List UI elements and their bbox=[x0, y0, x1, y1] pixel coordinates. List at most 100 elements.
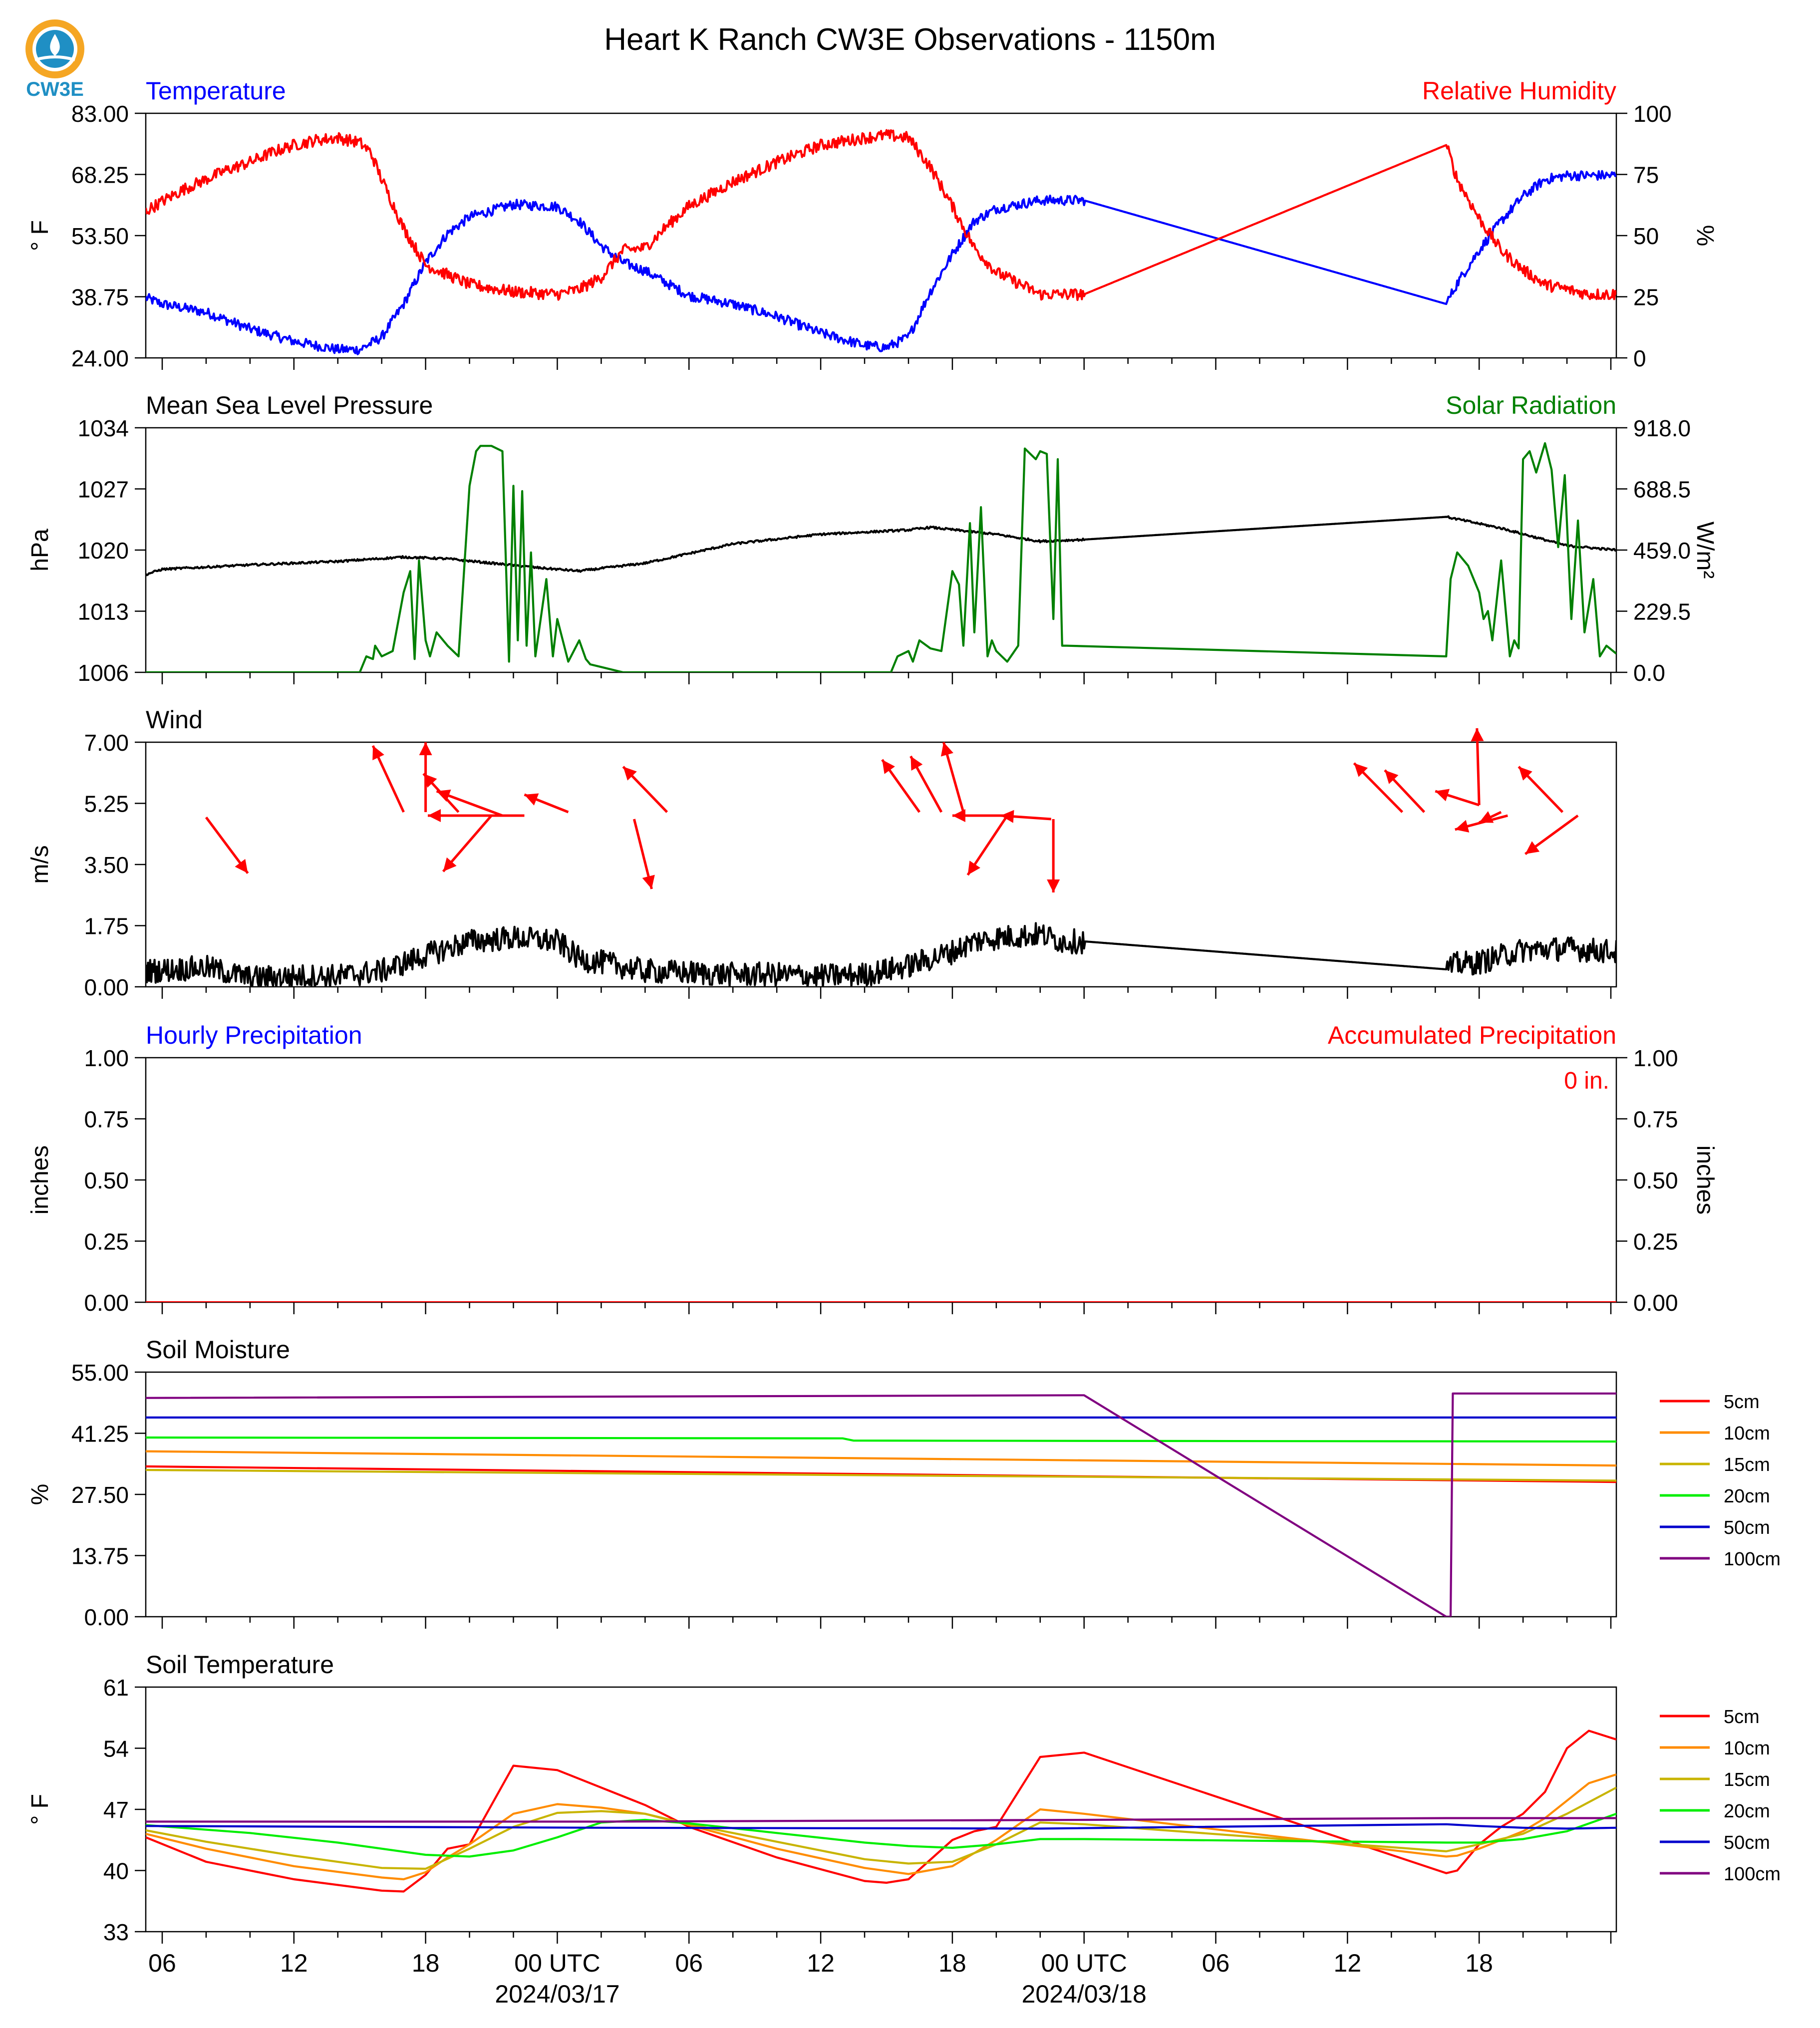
y-tick-label: 33 bbox=[103, 1919, 129, 1945]
y-tick-label: 5.25 bbox=[84, 791, 129, 817]
panel-title-right: Relative Humidity bbox=[1422, 77, 1616, 105]
y-right-tick-label: 0.50 bbox=[1633, 1167, 1678, 1193]
wind-vector-head bbox=[952, 809, 965, 822]
y-tick-label: 1.75 bbox=[84, 913, 129, 939]
y-tick-label: 13.75 bbox=[71, 1543, 129, 1569]
wind-vector-head bbox=[423, 774, 437, 788]
series-mean-sea-level-pressure bbox=[146, 515, 1616, 577]
panel-title-left: Temperature bbox=[146, 77, 286, 105]
x-tick-label: 00 UTC bbox=[1041, 1949, 1127, 1977]
legend-label: 5cm bbox=[1724, 1707, 1760, 1728]
y-right-tick-label: 25 bbox=[1633, 285, 1659, 310]
wave-icon bbox=[34, 55, 75, 61]
y-right-tick-label: 75 bbox=[1633, 162, 1659, 188]
wind-vector-head bbox=[1354, 763, 1368, 777]
series-relative-humidity bbox=[146, 129, 1616, 301]
x-tick-label: 00 UTC bbox=[514, 1949, 600, 1977]
legend-label: 10cm bbox=[1724, 1423, 1770, 1444]
wind-vector-head bbox=[1435, 789, 1450, 802]
panel-title-left: Soil Temperature bbox=[146, 1651, 334, 1679]
y-tick-label: 1006 bbox=[78, 660, 129, 686]
y-tick-label: 0.25 bbox=[84, 1229, 129, 1255]
legend-label: 10cm bbox=[1724, 1738, 1770, 1759]
legend-label: 50cm bbox=[1724, 1517, 1770, 1538]
wind-vector-head bbox=[419, 742, 432, 755]
wind-vector-head bbox=[1518, 767, 1532, 781]
y-right-tick-label: 0.00 bbox=[1633, 1290, 1678, 1316]
y-right-tick-label: 100 bbox=[1633, 101, 1672, 127]
series-group bbox=[146, 1392, 1616, 1617]
wind-vector-head bbox=[428, 809, 441, 822]
panel-wind: 0.00 1.75 3.50 5.25 7.00 m/s Wind bbox=[27, 706, 1617, 1000]
panel-temp-rh: 24.00 38.75 53.50 68.25 83.00 0 25 50 75 100 ° F % T… bbox=[27, 77, 1718, 371]
y-tick-label: 0.00 bbox=[84, 974, 129, 1000]
y-tick-label: 1020 bbox=[78, 538, 129, 564]
wind-vector-head bbox=[1471, 728, 1484, 742]
panel-title-right: Solar Radiation bbox=[1446, 391, 1616, 419]
panel-title-left: Mean Sea Level Pressure bbox=[146, 391, 433, 419]
y-right-tick-label: 0.25 bbox=[1633, 1229, 1678, 1255]
series-temperature bbox=[146, 170, 1616, 355]
y-tick-label: 38.75 bbox=[71, 285, 129, 310]
y-tick-label: 54 bbox=[103, 1736, 129, 1762]
y-tick-label: 40 bbox=[103, 1858, 129, 1884]
y-right-tick-label: 459.0 bbox=[1633, 538, 1691, 564]
panel-soil-moist: 0.00 13.75 27.50 41.25 55.00% Soil Moisture 5c… bbox=[27, 1336, 1781, 1630]
y-axis-label: % bbox=[27, 1484, 53, 1505]
y-tick-label: 0.00 bbox=[84, 1290, 129, 1316]
series-10cm bbox=[146, 1450, 1616, 1467]
y-right-tick-label: 918.0 bbox=[1633, 415, 1691, 441]
legend-label: 50cm bbox=[1724, 1832, 1770, 1853]
x-date-label: 2024/03/18 bbox=[1022, 1980, 1147, 2008]
x-tick-label: 12 bbox=[807, 1949, 835, 1977]
y-right-tick-label: 0.75 bbox=[1633, 1107, 1678, 1133]
y-tick-label: 0.00 bbox=[84, 1604, 129, 1630]
legend-label: 100cm bbox=[1724, 1864, 1781, 1885]
x-tick-label: 18 bbox=[938, 1949, 966, 1977]
y-tick-label: 24.00 bbox=[71, 345, 129, 371]
x-axis-labels: 06 12 18 00 UTC 2024/03/17 06 12 18 00 UTC 2024/0… bbox=[148, 1949, 1493, 2008]
y-tick-label: 55.00 bbox=[71, 1360, 129, 1386]
panels: 24.00 38.75 53.50 68.25 83.00 0 25 50 75 100 ° F % T… bbox=[27, 77, 1781, 1945]
cw3e-logo: CW3E bbox=[25, 19, 84, 100]
wind-vector-head bbox=[910, 756, 923, 771]
wind-vector-head bbox=[436, 789, 451, 802]
wind-vector-head bbox=[1385, 770, 1399, 784]
x-tick-label: 18 bbox=[1465, 1949, 1493, 1977]
y-tick-label: 1034 bbox=[78, 415, 129, 441]
wind-vector-head bbox=[1000, 810, 1014, 823]
series-group bbox=[146, 1730, 1616, 1893]
wind-vector-head bbox=[443, 857, 457, 871]
y-tick-label: 0.75 bbox=[84, 1107, 129, 1133]
legend-label: 15cm bbox=[1724, 1769, 1770, 1790]
series-group bbox=[146, 922, 1616, 987]
y-tick-label: 0.50 bbox=[84, 1167, 129, 1193]
y-axis-label: inches bbox=[27, 1146, 53, 1215]
wind-vector-head bbox=[940, 742, 953, 757]
legend-label: 20cm bbox=[1724, 1486, 1770, 1507]
y-tick-label: 7.00 bbox=[84, 730, 129, 756]
y-right-tick-label: 1.00 bbox=[1633, 1045, 1678, 1071]
series-20cm bbox=[146, 1436, 1616, 1443]
series-wind bbox=[146, 922, 1616, 987]
droplet-icon bbox=[50, 34, 60, 56]
legend-label: 20cm bbox=[1724, 1801, 1770, 1822]
series-group bbox=[146, 442, 1616, 672]
x-date-label: 2024/03/17 bbox=[495, 1980, 619, 2008]
x-tick-label: 06 bbox=[1202, 1949, 1230, 1977]
wind-vector-head bbox=[967, 861, 980, 875]
x-tick-label: 06 bbox=[148, 1949, 176, 1977]
wind-vector-head bbox=[623, 767, 637, 781]
logo-sun-ring bbox=[25, 19, 84, 78]
y-right-tick-label: 688.5 bbox=[1633, 477, 1691, 503]
wind-vector-head bbox=[1047, 879, 1060, 892]
y-right-tick-label: 0 bbox=[1633, 345, 1646, 371]
y-right-axis-label: W/m² bbox=[1692, 522, 1718, 579]
y-axis-label: ° F bbox=[27, 220, 53, 251]
legend-label: 5cm bbox=[1724, 1392, 1760, 1413]
y-tick-label: 68.25 bbox=[71, 162, 129, 188]
figure-title: Heart K Ranch CW3E Observations - 1150m bbox=[604, 22, 1216, 57]
